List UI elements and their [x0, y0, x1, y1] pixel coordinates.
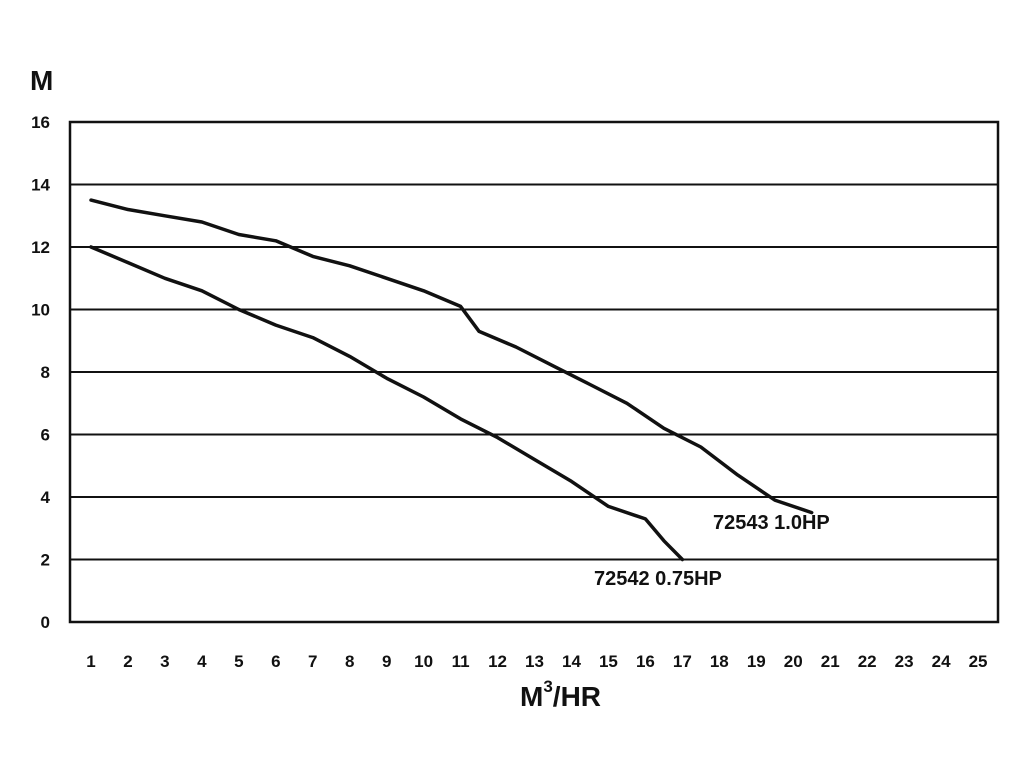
x-tick-label: 18	[710, 652, 729, 671]
grid-lines	[70, 183, 998, 561]
plot-frame	[68, 120, 1000, 624]
x-tick-label: 8	[345, 652, 354, 671]
y-tick-label: 2	[41, 551, 50, 570]
x-tick-label: 14	[562, 652, 581, 671]
x-tick-label: 3	[160, 652, 169, 671]
x-tick-label: 11	[452, 652, 470, 671]
y-tick-label: 4	[41, 488, 51, 507]
x-axis-label-main: M	[520, 681, 543, 712]
x-tick-labels: 1 2 3 4 5 6 7 8 9 10 11 12 13 14 15 16 17 18 19 20 21 22 23 24 2…	[86, 652, 987, 671]
x-tick-label: 23	[895, 652, 914, 671]
x-tick-label: 19	[747, 652, 766, 671]
x-tick-label: 12	[488, 652, 507, 671]
y-axis-label: M	[30, 65, 53, 96]
x-tick-label: 24	[932, 652, 951, 671]
x-tick-label: 17	[673, 652, 692, 671]
x-tick-label: 22	[858, 652, 877, 671]
x-tick-label: 9	[382, 652, 391, 671]
x-tick-label: 16	[636, 652, 655, 671]
x-tick-label: 6	[271, 652, 280, 671]
x-axis-label-superscript: 3	[543, 677, 552, 696]
x-tick-label: 25	[969, 652, 988, 671]
x-axis-label-tail: /HR	[553, 681, 601, 712]
y-tick-label: 8	[41, 363, 50, 382]
x-tick-label: 1	[86, 652, 95, 671]
x-tick-label: 15	[599, 652, 618, 671]
x-tick-label: 10	[414, 652, 433, 671]
y-tick-label: 0	[41, 613, 50, 632]
y-tick-label: 6	[41, 426, 50, 445]
y-tick-labels: 0 2 4 6 8 10 12 14 16	[31, 113, 50, 632]
x-tick-label: 21	[821, 652, 840, 671]
x-tick-label: 20	[784, 652, 803, 671]
x-tick-label: 2	[123, 652, 132, 671]
y-tick-label: 14	[31, 176, 50, 195]
x-tick-label: 13	[525, 652, 544, 671]
series-label-72542: 72542 0.75HP	[594, 568, 722, 590]
x-tick-label: 4	[197, 652, 207, 671]
x-axis-label: M3/HR	[520, 677, 601, 712]
y-tick-label: 16	[31, 113, 50, 132]
x-tick-label: 7	[308, 652, 317, 671]
x-tick-label: 5	[234, 652, 243, 671]
series-lines	[89, 198, 814, 562]
series-line-72542	[89, 245, 685, 562]
y-tick-label: 12	[31, 238, 50, 257]
series-label-72543: 72543 1.0HP	[713, 512, 830, 534]
series-line-72543	[89, 198, 814, 515]
y-tick-label: 10	[31, 301, 50, 320]
